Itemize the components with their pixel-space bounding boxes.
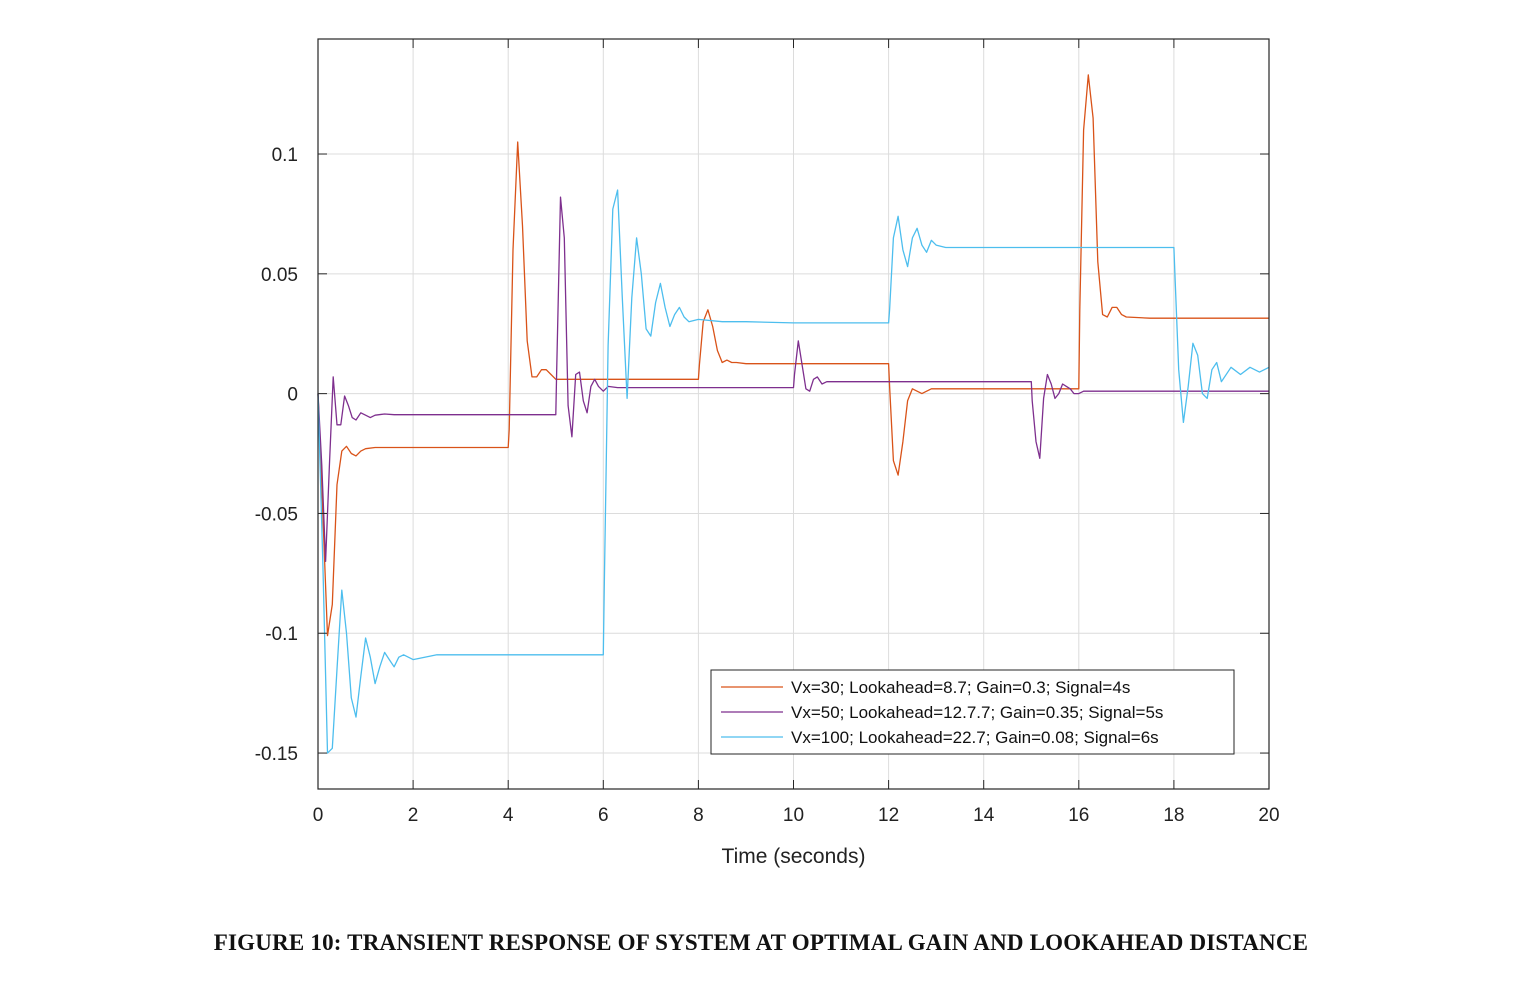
data-series (317, 74, 1270, 754)
legend-label: Vx=100; Lookahead=22.7; Gain=0.08; Signa… (791, 728, 1159, 747)
y-tick-label: -0.15 (255, 744, 298, 765)
x-tick-label: 4 (503, 805, 514, 826)
y-tick-label: 0.1 (272, 145, 298, 166)
legend-box (710, 669, 1235, 755)
axis-ticks (317, 39, 1270, 789)
legend-label: Vx=50; Lookahead=12.7.7; Gain=0.35; Sign… (791, 703, 1163, 722)
x-tick-label: 12 (878, 805, 899, 826)
x-tick-label: 6 (598, 805, 609, 826)
series-line-1 (317, 74, 1269, 637)
legend-label: Vx=30; Lookahead=8.7; Gain=0.3; Signal=4… (791, 678, 1130, 697)
y-tick-label: -0.05 (255, 504, 298, 525)
series-line-2 (317, 196, 1269, 563)
x-tick-label: 14 (973, 805, 995, 826)
figure-caption: FIGURE 10: TRANSIENT RESPONSE OF SYSTEM … (213, 930, 1309, 955)
y-tick-labels: -0.15 -0.1 -0.05 0 0.05 0.1 (255, 145, 298, 765)
x-tick-label: 0 (313, 805, 324, 826)
x-tick-labels: 0 2 4 6 8 10 12 14 16 18 20 (313, 805, 1280, 826)
x-tick-label: 8 (693, 805, 704, 826)
x-tick-label: 2 (408, 805, 419, 826)
x-axis-label: Time (seconds) (722, 845, 866, 868)
legend: Vx=30; Lookahead=8.7; Gain=0.3; Signal=4… (710, 669, 1235, 755)
x-tick-label: 10 (783, 805, 804, 826)
x-tick-label: 20 (1258, 805, 1279, 826)
x-tick-label: 18 (1163, 805, 1184, 826)
series-line-3 (317, 189, 1270, 754)
y-tick-label: 0 (287, 385, 298, 406)
x-tick-label: 16 (1068, 805, 1089, 826)
y-tick-label: 0.05 (261, 265, 298, 286)
y-tick-label: -0.1 (265, 624, 298, 645)
